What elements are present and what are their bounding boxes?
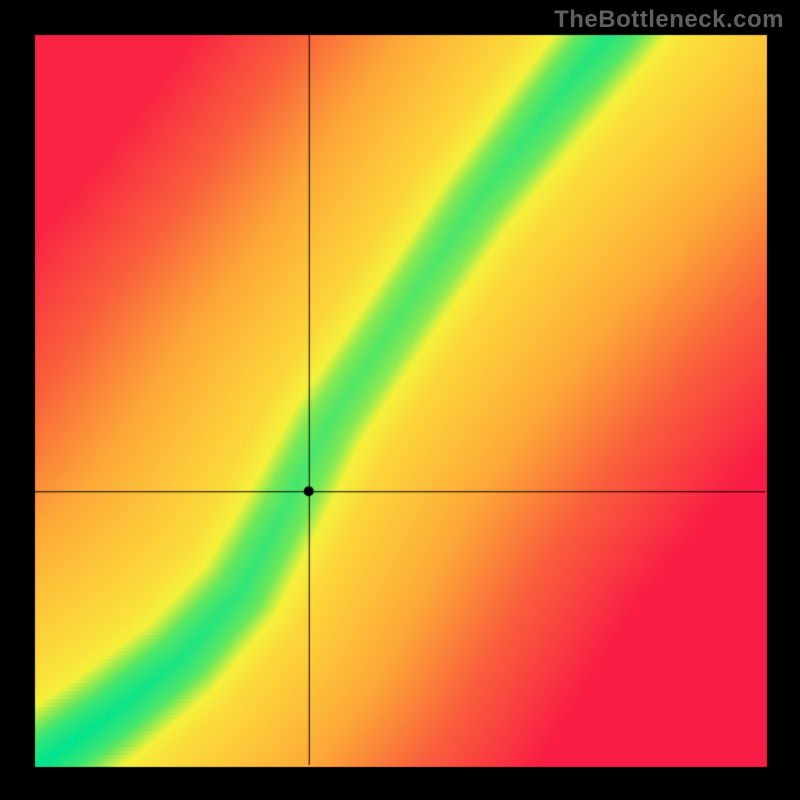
chart-container: TheBottleneck.com <box>0 0 800 800</box>
watermark: TheBottleneck.com <box>554 6 784 34</box>
heatmap-canvas <box>0 0 800 800</box>
